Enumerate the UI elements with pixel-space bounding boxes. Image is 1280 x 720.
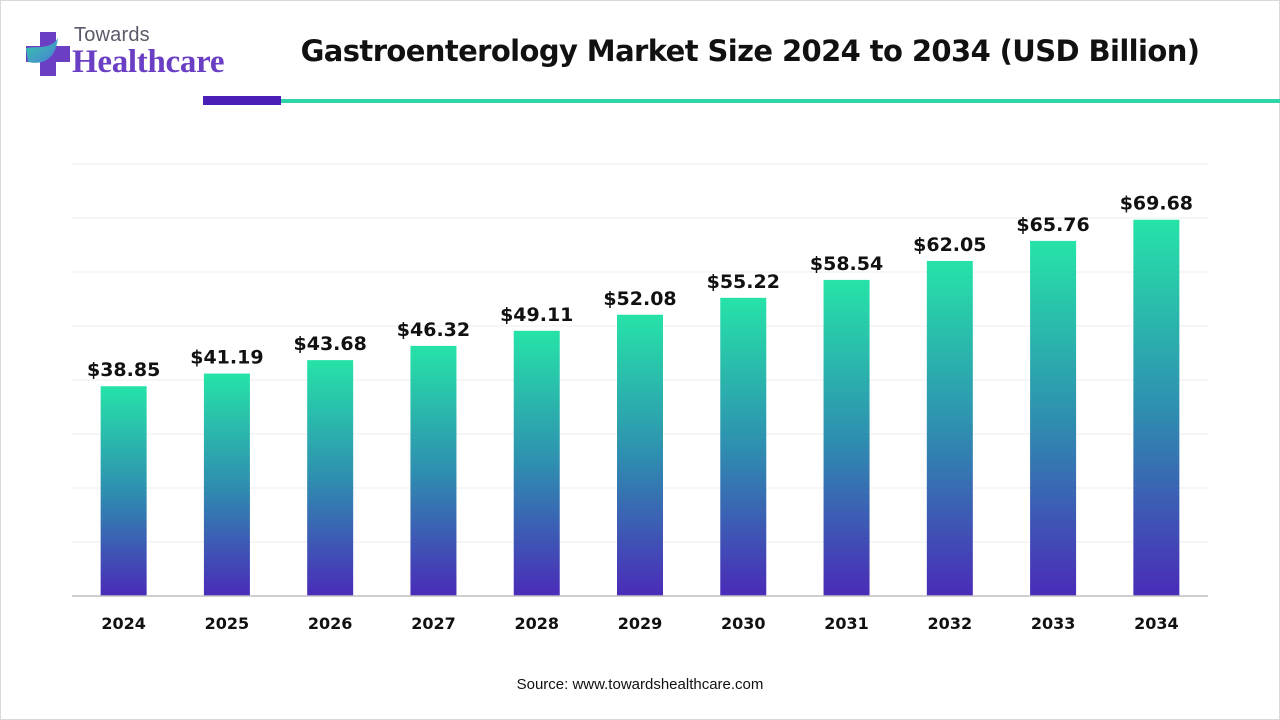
value-label-2033: $65.76 (1016, 214, 1089, 236)
x-tick-label-2024: 2024 (101, 614, 146, 633)
brand-top-text: Towards (74, 24, 150, 46)
x-tick-labels: 2024 2025 2026 2027 2028 2029 2030 2031 2032 2033… (101, 614, 1178, 633)
bar-2027 (410, 345, 457, 596)
bar-2028 (513, 330, 560, 596)
value-label-2026: $43.68 (294, 333, 367, 355)
x-tick-label-2032: 2032 (928, 614, 973, 633)
x-tick-label-2033: 2033 (1031, 614, 1076, 633)
x-tick-label-2031: 2031 (824, 614, 869, 633)
value-label-2031: $58.54 (810, 253, 883, 275)
bar-2031 (823, 279, 870, 596)
x-tick-label-2030: 2030 (721, 614, 766, 633)
medical-cross-icon (26, 32, 70, 76)
title-rule-dark (203, 96, 281, 105)
x-tick-label-2029: 2029 (618, 614, 663, 633)
value-label-2024: $38.85 (87, 359, 160, 381)
x-tick-label-2027: 2027 (411, 614, 456, 633)
x-tick-label-2028: 2028 (514, 614, 559, 633)
bar-2033 (1030, 240, 1077, 596)
value-label-2028: $49.11 (500, 304, 573, 326)
value-label-2029: $52.08 (603, 288, 676, 310)
bar-2025 (203, 373, 250, 596)
value-label-2034: $69.68 (1120, 193, 1193, 215)
bar-2029 (617, 314, 663, 596)
x-tick-label-2025: 2025 (205, 614, 250, 633)
value-labels: $38.85 $41.19 $43.68 $46.32 $49.11 $52.08 $55.… (87, 193, 1193, 381)
bar-2026 (307, 360, 354, 596)
bar-2030 (720, 297, 767, 596)
chart-title: Gastroenterology Market Size 2024 to 203… (300, 34, 1200, 68)
bar-2024 (100, 386, 147, 596)
bar-2032 (926, 260, 973, 596)
source-note: Source: www.towardshealthcare.com (516, 676, 764, 693)
value-label-2027: $46.32 (397, 319, 470, 341)
brand-logo: Towards Healthcare (20, 18, 250, 86)
x-tick-label-2034: 2034 (1134, 614, 1179, 633)
title-rule-teal (281, 99, 1280, 103)
value-label-2030: $55.22 (707, 271, 780, 293)
value-label-2032: $62.05 (913, 234, 986, 256)
bar-2034 (1133, 219, 1180, 596)
bars (100, 219, 1180, 596)
value-label-2025: $41.19 (190, 347, 263, 369)
x-tick-label-2026: 2026 (308, 614, 353, 633)
brand-main-text: Healthcare (72, 44, 225, 80)
